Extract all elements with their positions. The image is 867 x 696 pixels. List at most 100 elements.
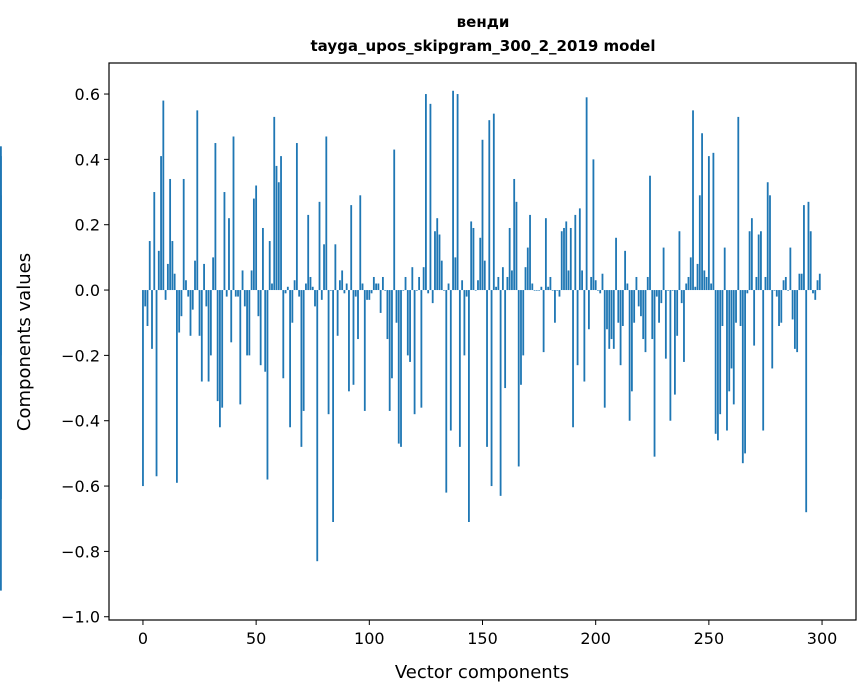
bar	[443, 290, 445, 291]
bar	[787, 290, 789, 291]
bar	[658, 290, 660, 323]
bar	[549, 276, 552, 291]
bar	[626, 283, 629, 291]
bar	[146, 290, 149, 326]
bar	[470, 221, 473, 291]
x-tick-label: 150	[467, 629, 498, 648]
bar	[194, 260, 196, 291]
y-tick-label: 0.4	[75, 150, 100, 169]
bar	[252, 198, 255, 291]
bar	[551, 290, 554, 291]
bar	[368, 290, 371, 300]
bar	[746, 290, 749, 294]
bar	[241, 270, 244, 291]
bar	[363, 290, 366, 411]
bar	[334, 244, 337, 291]
bar	[189, 290, 192, 336]
bar	[669, 290, 672, 421]
bar	[608, 290, 611, 349]
bar	[606, 290, 608, 330]
bar	[757, 234, 760, 291]
bar	[667, 290, 670, 291]
bar	[280, 156, 282, 291]
y-tick-label: −0.4	[61, 412, 100, 431]
bar	[160, 156, 162, 291]
bar	[721, 290, 724, 326]
bar	[350, 205, 353, 291]
bar	[760, 231, 762, 291]
bar	[637, 290, 640, 307]
bar	[664, 290, 667, 359]
bar	[463, 290, 466, 356]
bar	[617, 290, 620, 323]
bar	[590, 276, 593, 291]
bar	[712, 152, 715, 291]
bar	[689, 257, 692, 291]
bar	[357, 290, 359, 340]
bar	[431, 290, 434, 304]
bar	[504, 290, 507, 389]
bar	[366, 290, 368, 300]
bar	[434, 231, 436, 291]
bar	[544, 218, 547, 291]
bar	[515, 201, 518, 291]
x-axis-label: Vector components	[395, 662, 569, 683]
bar	[277, 182, 280, 291]
x-tick-label: 50	[246, 629, 266, 648]
bar	[719, 290, 722, 415]
bar	[662, 247, 665, 291]
bar	[807, 201, 810, 291]
bar	[377, 283, 380, 291]
bar	[234, 290, 237, 297]
bar	[793, 290, 796, 349]
bar	[739, 290, 742, 326]
bar	[744, 290, 746, 454]
bar	[563, 227, 565, 291]
bar	[644, 290, 647, 353]
bar	[477, 280, 479, 291]
bar	[560, 231, 563, 291]
bar	[291, 290, 294, 323]
bar	[633, 290, 636, 323]
bar	[370, 290, 373, 294]
bar	[341, 270, 344, 291]
bar	[246, 290, 248, 356]
bar	[635, 276, 638, 291]
bar	[511, 270, 513, 291]
bar	[348, 290, 350, 392]
bar	[529, 214, 531, 291]
bar	[404, 276, 407, 291]
y-tick-label: −0.2	[61, 346, 100, 365]
bar	[601, 273, 604, 291]
bar	[456, 94, 459, 291]
bar	[764, 276, 767, 291]
bar	[422, 267, 425, 291]
bar	[289, 290, 291, 428]
bar	[225, 290, 228, 297]
bar	[0, 156, 2, 291]
bar	[655, 290, 658, 297]
bar	[717, 290, 719, 441]
bar	[391, 290, 393, 379]
bar	[209, 290, 212, 356]
bar	[812, 290, 814, 294]
bar	[540, 286, 543, 291]
x-tick-label: 200	[580, 629, 611, 648]
bar	[173, 273, 176, 291]
bar	[778, 290, 780, 326]
y-tick-label: 0.0	[75, 281, 100, 300]
bar	[214, 143, 217, 291]
x-tick-label: 100	[354, 629, 385, 648]
bar	[685, 283, 688, 291]
bar	[327, 290, 330, 415]
bar	[205, 290, 208, 307]
bar	[302, 290, 305, 411]
bar	[594, 280, 597, 291]
bar	[300, 290, 303, 447]
bar	[257, 290, 260, 317]
bar	[741, 290, 744, 464]
bar	[775, 290, 778, 297]
bar	[581, 270, 583, 291]
bar	[698, 195, 701, 291]
bar	[237, 290, 239, 297]
